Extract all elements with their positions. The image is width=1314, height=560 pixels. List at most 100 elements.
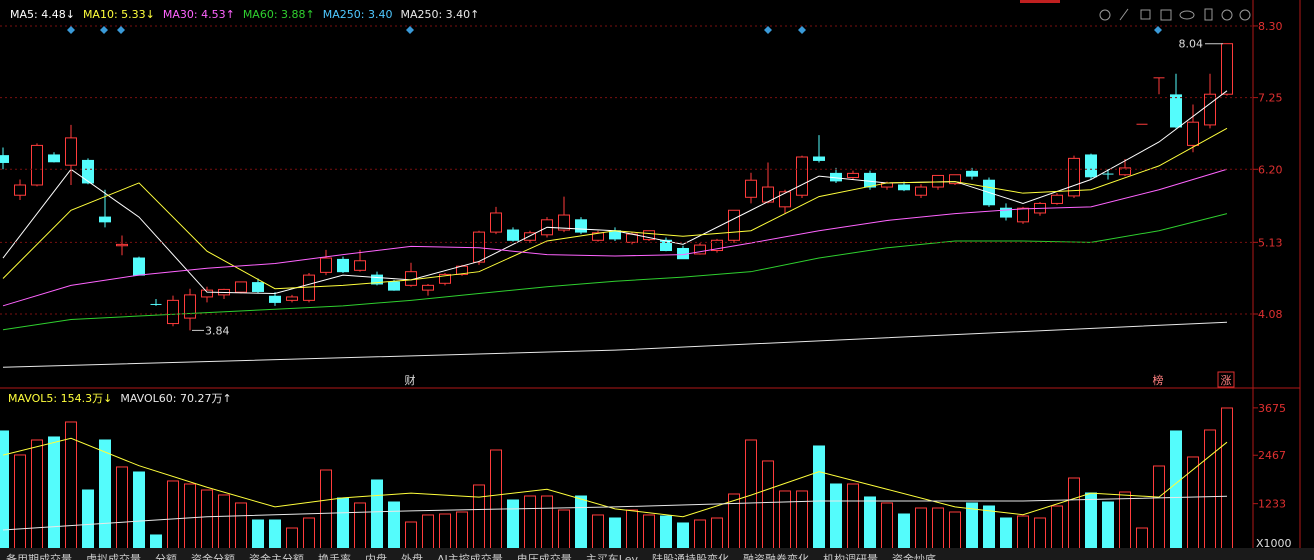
volume-bar bbox=[235, 502, 247, 548]
candle-body bbox=[184, 294, 196, 319]
candle-body bbox=[1119, 167, 1131, 176]
volume-bar bbox=[116, 466, 128, 548]
signal-diamond bbox=[764, 26, 772, 34]
volume-bar bbox=[14, 454, 26, 548]
candle-body bbox=[1204, 93, 1216, 126]
volume-bar bbox=[830, 483, 842, 548]
tab[interactable]: 内盘 bbox=[365, 552, 387, 560]
event-marker: 榜 bbox=[1153, 373, 1164, 387]
volume-bar bbox=[82, 489, 94, 548]
tab[interactable]: 资金分额 bbox=[191, 552, 235, 560]
tab[interactable]: 资金主分额 bbox=[249, 552, 304, 560]
candle-body bbox=[422, 284, 434, 291]
candle-body bbox=[286, 296, 298, 301]
y-tick-label: 1233 bbox=[1258, 498, 1286, 511]
volume-bar bbox=[456, 511, 468, 548]
candle-body bbox=[694, 244, 706, 255]
volume-bar bbox=[609, 517, 621, 548]
candle-body bbox=[507, 229, 519, 241]
ma-line bbox=[2, 437, 1228, 518]
tool-icon[interactable] bbox=[1099, 9, 1111, 21]
candle-body bbox=[99, 216, 111, 223]
candle-body bbox=[14, 184, 26, 196]
legend-entry: MA60: 3.88↑ bbox=[243, 8, 315, 21]
tab[interactable]: 资金炒底 bbox=[892, 552, 936, 560]
tab[interactable]: 外盘 bbox=[401, 552, 423, 560]
candle-body bbox=[1170, 94, 1182, 128]
candle-body bbox=[235, 281, 247, 293]
tab-bar bbox=[0, 548, 1314, 560]
candle-body bbox=[711, 239, 723, 252]
candle-body bbox=[966, 170, 978, 177]
tool-icon[interactable] bbox=[1239, 9, 1251, 21]
tool-icon[interactable] bbox=[1160, 9, 1172, 21]
y-tick-label: 6.20 bbox=[1258, 163, 1283, 176]
volume-bar bbox=[694, 519, 706, 548]
tab[interactable]: 陆股通持股变化 bbox=[652, 552, 729, 560]
legend-entry: MA30: 4.53↑ bbox=[163, 8, 235, 21]
candle-body bbox=[337, 258, 349, 273]
tab[interactable]: AI主控成交量 bbox=[437, 552, 503, 560]
tab[interactable]: 虚拟成交量 bbox=[86, 552, 141, 560]
ma-line bbox=[2, 495, 1228, 531]
y-tick-label: 5.13 bbox=[1258, 236, 1283, 249]
legend-entry: MA5: 4.48↓ bbox=[10, 8, 75, 21]
candle-body bbox=[320, 257, 332, 273]
tool-icon[interactable] bbox=[1221, 9, 1233, 21]
volume-bar bbox=[337, 497, 349, 548]
candle-body bbox=[932, 174, 944, 188]
ma-line bbox=[2, 321, 1228, 368]
tab[interactable]: 融资融券变化 bbox=[743, 552, 809, 560]
candle-body bbox=[65, 137, 77, 166]
volume-bar bbox=[490, 449, 502, 548]
volume-bar bbox=[813, 445, 825, 548]
low-label: 3.84 bbox=[205, 324, 230, 337]
volume-bar bbox=[201, 489, 213, 548]
volume-bar bbox=[626, 509, 638, 548]
candle-body bbox=[1187, 121, 1199, 146]
tool-icon[interactable] bbox=[1140, 9, 1151, 20]
candle-body bbox=[1068, 157, 1080, 197]
legend-entry: MA10: 5.33↓ bbox=[83, 8, 155, 21]
candle-body bbox=[388, 281, 400, 291]
ma-line bbox=[2, 213, 1228, 331]
volume-bar bbox=[711, 517, 723, 548]
volume-bar bbox=[150, 534, 162, 548]
candle-body bbox=[592, 232, 604, 241]
tool-icon[interactable] bbox=[1179, 10, 1195, 20]
candle-body bbox=[354, 260, 366, 271]
tab[interactable]: 电压成交量 bbox=[517, 552, 572, 560]
tool-icon[interactable] bbox=[1119, 8, 1129, 21]
candle-body bbox=[31, 144, 43, 186]
volume-bar bbox=[1068, 477, 1080, 548]
candle-body bbox=[0, 155, 9, 163]
high-label: 8.04 bbox=[1179, 38, 1204, 51]
signal-diamond bbox=[406, 26, 414, 34]
candle-body bbox=[1221, 43, 1233, 95]
tab[interactable]: 机构调研量 bbox=[823, 552, 878, 560]
candle-body bbox=[728, 209, 740, 241]
tab[interactable]: 换手率 bbox=[318, 552, 351, 560]
tab[interactable]: 主买车Lev bbox=[586, 552, 639, 560]
volume-bar bbox=[303, 517, 315, 548]
tab[interactable]: 备用期成交量 bbox=[6, 552, 72, 560]
volume-bar bbox=[898, 513, 910, 548]
candle-body bbox=[48, 154, 60, 163]
volume-bar bbox=[864, 496, 876, 548]
candle-body bbox=[167, 299, 179, 325]
y-tick-label: 8.30 bbox=[1258, 20, 1283, 33]
volume-bar bbox=[1136, 527, 1148, 548]
legend-entry: MAVOL5: 154.3万↓ bbox=[8, 392, 112, 405]
volume-bar bbox=[1102, 501, 1114, 548]
tool-icon[interactable] bbox=[1204, 8, 1213, 21]
legend-entry: MAVOL60: 70.27万↑ bbox=[120, 392, 231, 405]
volume-bar bbox=[932, 507, 944, 548]
volume-bar bbox=[31, 439, 43, 548]
volume-bar bbox=[524, 495, 536, 548]
tab[interactable]: 分额 bbox=[155, 553, 177, 560]
volume-bar bbox=[1221, 407, 1233, 548]
candle-body bbox=[643, 230, 655, 241]
candle-body bbox=[575, 219, 587, 233]
volume-bar bbox=[915, 507, 927, 548]
